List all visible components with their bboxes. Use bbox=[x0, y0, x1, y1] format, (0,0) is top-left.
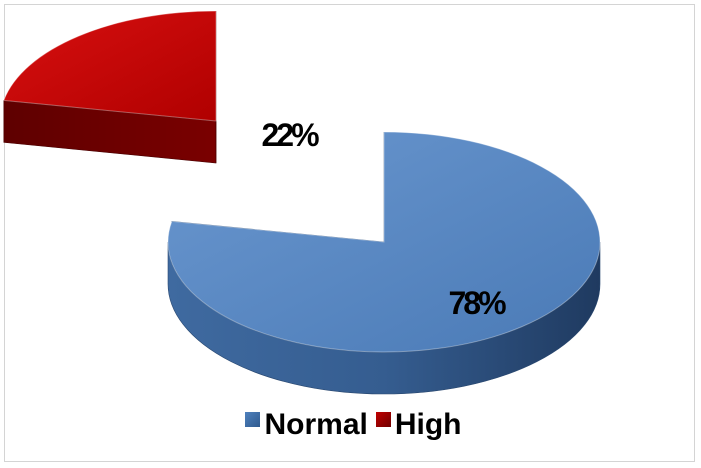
pie-slice-high bbox=[3, 10, 217, 122]
chart-legend: Normal High bbox=[0, 408, 701, 442]
data-label-normal: 78% bbox=[448, 285, 506, 321]
legend-swatch-high bbox=[375, 411, 391, 427]
legend-label-normal: Normal bbox=[264, 408, 368, 441]
pie-data-labels: 78% 22% bbox=[261, 117, 509, 321]
data-label-high: 22% bbox=[261, 117, 319, 153]
pie-slice-normal bbox=[167, 131, 601, 353]
legend-item-high: High bbox=[375, 408, 462, 442]
legend-item-normal: Normal bbox=[245, 408, 368, 442]
legend-swatch-normal bbox=[245, 411, 261, 427]
pie-slices bbox=[3, 10, 601, 395]
legend-label-high: High bbox=[394, 408, 462, 441]
